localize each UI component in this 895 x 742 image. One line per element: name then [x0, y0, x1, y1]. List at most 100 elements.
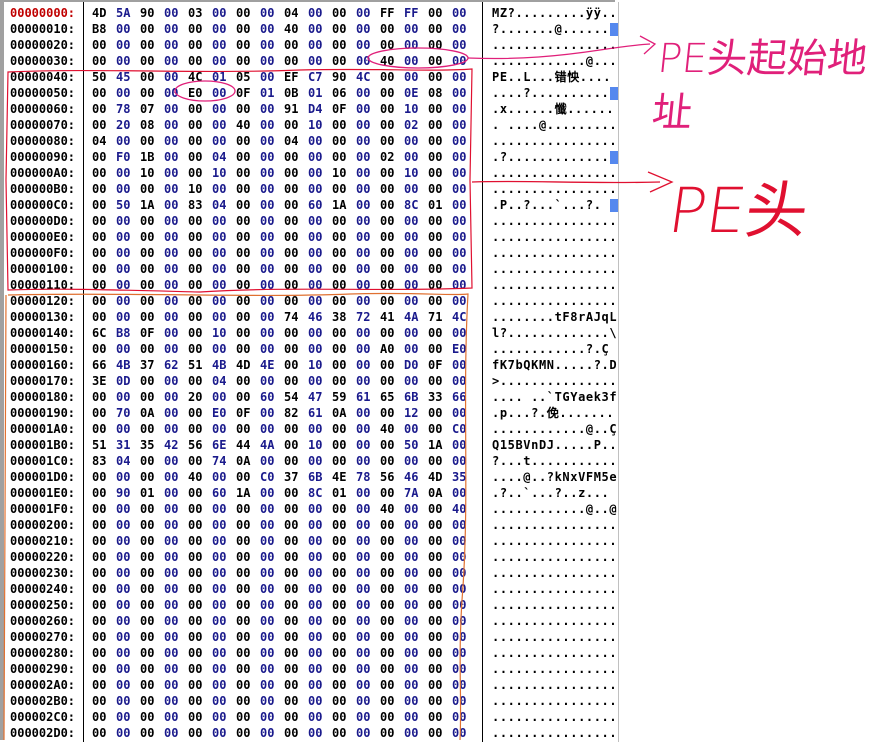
hex-byte[interactable]: 00: [308, 182, 323, 196]
hex-byte[interactable]: 00: [380, 70, 395, 84]
hex-byte[interactable]: 00: [428, 246, 443, 260]
hex-byte[interactable]: 6E: [212, 438, 227, 452]
hex-byte[interactable]: 00: [140, 54, 155, 68]
hex-byte[interactable]: 00: [308, 214, 323, 228]
hex-byte[interactable]: 00: [212, 294, 227, 308]
hex-byte[interactable]: 00: [116, 166, 131, 180]
hex-byte[interactable]: FF: [404, 6, 419, 20]
hex-byte[interactable]: 00: [428, 166, 443, 180]
hex-byte[interactable]: 00: [164, 630, 179, 644]
hex-byte[interactable]: 00: [260, 118, 275, 132]
hex-byte[interactable]: 00: [356, 422, 371, 436]
hex-byte[interactable]: 00: [164, 342, 179, 356]
hex-byte[interactable]: 00: [332, 630, 347, 644]
hex-byte[interactable]: 00: [92, 86, 107, 100]
ascii-text[interactable]: ................: [492, 678, 618, 692]
hex-byte[interactable]: 00: [380, 646, 395, 660]
hex-byte[interactable]: 00: [236, 310, 251, 324]
hex-byte[interactable]: 00: [164, 582, 179, 596]
hex-byte[interactable]: 10: [212, 326, 227, 340]
hex-byte[interactable]: 31: [116, 438, 131, 452]
hex-byte[interactable]: 00: [332, 614, 347, 628]
hex-byte[interactable]: 00: [92, 198, 107, 212]
ascii-text[interactable]: l?.............\: [492, 326, 618, 340]
hex-byte[interactable]: 00: [92, 150, 107, 164]
hex-row[interactable]: 00000140: 6C B8 0F 00 00 10 00 00 00 00 00 00 00 00 00 0…: [8, 325, 619, 341]
hex-row[interactable]: 00000060: 00 78 07 00 00 00 00 00 91 D4 0F 00 00 10 00 0…: [8, 101, 619, 117]
hex-byte[interactable]: 00: [356, 134, 371, 148]
hex-byte[interactable]: 00: [260, 214, 275, 228]
hex-row[interactable]: 00000170: 3E 0D 00 00 00 04 00 00 00 00 00 00 00 00 00 0…: [8, 373, 619, 389]
hex-byte[interactable]: 00: [164, 102, 179, 116]
hex-byte[interactable]: 00: [356, 342, 371, 356]
hex-byte[interactable]: 01: [308, 86, 323, 100]
hex-byte[interactable]: 00: [452, 118, 467, 132]
hex-row[interactable]: 000002D0: 00 00 00 00 00 00 00 00 00 00 00 00 00 00 00 0…: [8, 725, 619, 741]
hex-byte[interactable]: 00: [380, 518, 395, 532]
hex-row[interactable]: 00000250: 00 00 00 00 00 00 00 00 00 00 00 00 00 00 00 0…: [8, 597, 619, 613]
hex-row[interactable]: 000001A0: 00 00 00 00 00 00 00 00 00 00 00 00 40 00 00 C…: [8, 421, 619, 437]
hex-byte[interactable]: 00: [356, 614, 371, 628]
hex-row[interactable]: 000002A0: 00 00 00 00 00 00 00 00 00 00 00 00 00 00 00 0…: [8, 677, 619, 693]
hex-byte[interactable]: 00: [428, 70, 443, 84]
ascii-text[interactable]: fK7bQKMN.....?.D: [492, 358, 618, 372]
hex-byte[interactable]: 00: [92, 406, 107, 420]
hex-byte[interactable]: 00: [164, 454, 179, 468]
hex-byte[interactable]: 00: [260, 534, 275, 548]
hex-byte[interactable]: 00: [236, 134, 251, 148]
hex-byte[interactable]: 00: [332, 646, 347, 660]
hex-byte[interactable]: 00: [308, 710, 323, 724]
hex-byte[interactable]: 00: [116, 134, 131, 148]
hex-byte[interactable]: 00: [356, 198, 371, 212]
hex-byte[interactable]: 00: [452, 294, 467, 308]
hex-byte[interactable]: 0B: [284, 86, 299, 100]
hex-byte[interactable]: 00: [92, 118, 107, 132]
hex-byte[interactable]: 00: [284, 630, 299, 644]
hex-byte[interactable]: 00: [428, 150, 443, 164]
hex-byte[interactable]: 00: [284, 214, 299, 228]
hex-byte[interactable]: 00: [308, 22, 323, 36]
hex-byte[interactable]: 00: [452, 86, 467, 100]
hex-byte[interactable]: 4D: [92, 6, 107, 20]
hex-byte[interactable]: 00: [308, 630, 323, 644]
hex-byte[interactable]: 00: [356, 278, 371, 292]
hex-byte[interactable]: 00: [380, 102, 395, 116]
hex-byte[interactable]: 00: [356, 118, 371, 132]
hex-byte[interactable]: 00: [236, 22, 251, 36]
hex-byte[interactable]: 00: [356, 566, 371, 580]
hex-byte[interactable]: 00: [404, 54, 419, 68]
hex-byte[interactable]: 00: [428, 294, 443, 308]
hex-byte[interactable]: 00: [356, 534, 371, 548]
hex-byte[interactable]: 00: [428, 134, 443, 148]
hex-byte[interactable]: 0A: [236, 454, 251, 468]
hex-byte[interactable]: 00: [188, 278, 203, 292]
hex-byte[interactable]: 00: [284, 678, 299, 692]
hex-byte[interactable]: 0F: [332, 102, 347, 116]
hex-byte[interactable]: 00: [140, 134, 155, 148]
hex-byte[interactable]: 04: [284, 134, 299, 148]
hex-byte[interactable]: 1A: [428, 438, 443, 452]
hex-row[interactable]: 00000010: B8 00 00 00 00 00 00 00 40 00 00 00 00 00 00 0…: [8, 21, 619, 37]
hex-byte[interactable]: 00: [428, 566, 443, 580]
hex-byte[interactable]: 00: [452, 630, 467, 644]
hex-byte[interactable]: 00: [356, 710, 371, 724]
hex-byte[interactable]: 00: [380, 662, 395, 676]
hex-byte[interactable]: 00: [164, 150, 179, 164]
hex-byte[interactable]: 00: [140, 454, 155, 468]
hex-byte[interactable]: 00: [380, 262, 395, 276]
hex-byte[interactable]: 00: [188, 422, 203, 436]
hex-byte[interactable]: 00: [188, 342, 203, 356]
hex-row[interactable]: 000000E0: 00 00 00 00 00 00 00 00 00 00 00 00 00 00 00 0…: [8, 229, 619, 245]
hex-byte[interactable]: 37: [284, 470, 299, 484]
hex-byte[interactable]: 00: [404, 374, 419, 388]
hex-byte[interactable]: 00: [140, 390, 155, 404]
hex-byte[interactable]: 00: [308, 326, 323, 340]
hex-byte[interactable]: 0F: [428, 358, 443, 372]
hex-byte[interactable]: 00: [308, 6, 323, 20]
hex-byte[interactable]: 00: [332, 662, 347, 676]
hex-byte[interactable]: 00: [188, 166, 203, 180]
hex-byte[interactable]: 00: [164, 214, 179, 228]
hex-byte[interactable]: 00: [452, 262, 467, 276]
hex-byte[interactable]: 00: [260, 246, 275, 260]
hex-byte[interactable]: 00: [212, 422, 227, 436]
